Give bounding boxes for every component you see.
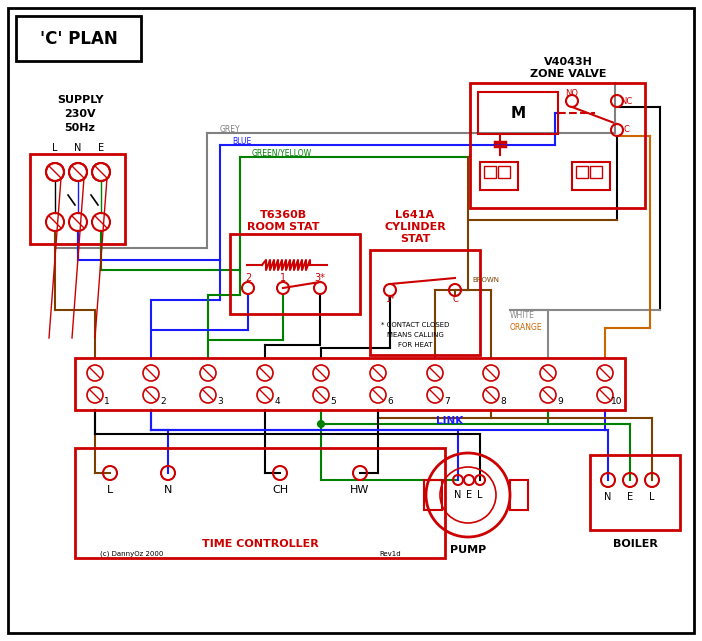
Text: N: N <box>454 490 462 500</box>
Text: M: M <box>510 106 526 121</box>
Text: 8: 8 <box>500 397 506 406</box>
Text: 2: 2 <box>245 273 251 283</box>
Text: 9: 9 <box>557 397 563 406</box>
Text: NC: NC <box>620 97 632 106</box>
Text: 6: 6 <box>387 397 393 406</box>
Text: STAT: STAT <box>400 234 430 244</box>
Text: T6360B: T6360B <box>260 210 307 220</box>
Circle shape <box>318 421 324 427</box>
Text: 'C' PLAN: 'C' PLAN <box>40 30 118 48</box>
Text: (c) DannyOz 2000: (c) DannyOz 2000 <box>100 551 164 557</box>
Text: V4043H: V4043H <box>543 57 592 67</box>
Text: GREY: GREY <box>220 124 241 133</box>
Text: BROWN: BROWN <box>472 277 499 283</box>
Text: BLUE: BLUE <box>232 137 251 146</box>
Text: PUMP: PUMP <box>450 545 486 555</box>
Text: L: L <box>107 485 113 495</box>
Text: 4: 4 <box>274 397 280 406</box>
Text: SUPPLY: SUPPLY <box>57 95 103 105</box>
Text: CH: CH <box>272 485 288 495</box>
Text: L: L <box>477 490 483 500</box>
Text: CYLINDER: CYLINDER <box>384 222 446 232</box>
Text: ROOM STAT: ROOM STAT <box>246 222 319 232</box>
Text: 1: 1 <box>104 397 110 406</box>
Text: ZONE VALVE: ZONE VALVE <box>530 69 607 79</box>
Text: 2: 2 <box>160 397 166 406</box>
Text: 1: 1 <box>280 273 286 283</box>
Text: HW: HW <box>350 485 370 495</box>
Text: GREEN/YELLOW: GREEN/YELLOW <box>252 149 312 158</box>
Text: 10: 10 <box>611 397 623 406</box>
Text: E: E <box>466 490 472 500</box>
Text: L641A: L641A <box>395 210 435 220</box>
Text: N: N <box>74 143 81 153</box>
Text: E: E <box>98 143 104 153</box>
Text: WHITE: WHITE <box>510 310 535 319</box>
Text: 230V: 230V <box>64 109 95 119</box>
Text: 7: 7 <box>444 397 450 406</box>
Text: MEANS CALLING: MEANS CALLING <box>387 332 444 338</box>
Text: NO: NO <box>566 90 578 99</box>
Text: FOR HEAT: FOR HEAT <box>398 342 432 348</box>
Text: E: E <box>627 492 633 502</box>
Text: N: N <box>164 485 172 495</box>
Text: TIME CONTROLLER: TIME CONTROLLER <box>201 539 319 549</box>
Text: LINK: LINK <box>437 416 463 426</box>
Text: 3*: 3* <box>314 273 326 283</box>
Text: C: C <box>623 126 629 135</box>
Text: C: C <box>452 296 458 304</box>
Text: * CONTACT CLOSED: * CONTACT CLOSED <box>380 322 449 328</box>
Text: L: L <box>649 492 655 502</box>
Text: 1*: 1* <box>385 296 395 304</box>
Text: N: N <box>604 492 611 502</box>
Text: L: L <box>52 143 58 153</box>
Text: 3: 3 <box>217 397 223 406</box>
Text: 50Hz: 50Hz <box>65 123 95 133</box>
Text: BOILER: BOILER <box>613 539 658 549</box>
Text: Rev1d: Rev1d <box>379 551 401 557</box>
Text: 5: 5 <box>330 397 336 406</box>
Text: ORANGE: ORANGE <box>510 324 543 333</box>
